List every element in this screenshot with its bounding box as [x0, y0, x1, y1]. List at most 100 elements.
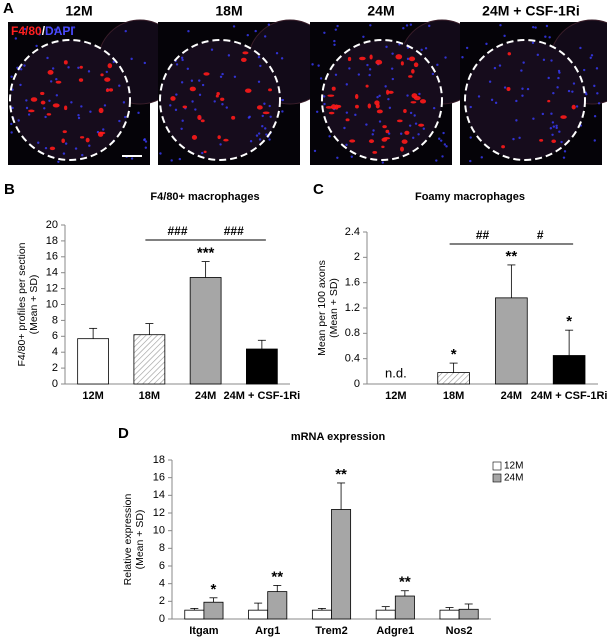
y-axis-label: F4/80+ profiles per section	[16, 242, 28, 366]
panel-label: A	[3, 0, 14, 17]
dapi-dot	[368, 68, 372, 71]
dapi-dot	[333, 43, 336, 46]
dapi-dot	[62, 152, 66, 155]
macrophage-dot	[30, 97, 38, 102]
x-tick-label: 18M	[443, 390, 464, 402]
dapi-dot	[264, 127, 267, 130]
dapi-dot	[521, 94, 524, 97]
bar	[246, 348, 278, 385]
stain-label: F4/80	[11, 24, 42, 38]
macrophage-dot	[64, 105, 68, 111]
dapi-dot	[435, 159, 438, 162]
dapi-dot	[175, 63, 179, 66]
dapi-dot	[399, 132, 403, 135]
macrophage-dot	[170, 96, 176, 101]
bar	[133, 334, 166, 385]
dapi-dot	[257, 55, 261, 59]
chart-title: F4/80+ macrophages	[150, 191, 259, 203]
dapi-dot	[268, 104, 271, 108]
bar	[375, 609, 396, 620]
y-tick-label: 12	[46, 283, 58, 295]
bar	[189, 277, 222, 385]
dapi-dot	[442, 131, 445, 135]
dapi-dot	[469, 159, 472, 163]
dapi-dot	[585, 92, 588, 96]
macrophage-dot	[382, 125, 387, 129]
significance-label: **	[335, 466, 347, 483]
dapi-dot	[105, 70, 108, 74]
dapi-dot	[562, 156, 566, 159]
dapi-dot	[263, 35, 267, 38]
y-tick-label: 4	[52, 346, 58, 358]
macrophage-dot	[396, 119, 403, 123]
micrograph	[8, 19, 183, 165]
dapi-dot	[48, 99, 51, 102]
dapi-dot	[180, 127, 183, 130]
dapi-dot	[178, 157, 182, 161]
x-tick-label: 12M	[385, 390, 406, 402]
macrophage-dot	[108, 88, 114, 92]
dapi-dot	[67, 66, 70, 69]
dapi-dot	[198, 79, 201, 82]
dapi-dot	[532, 117, 535, 120]
dapi-dot	[46, 56, 49, 60]
dapi-dot	[499, 24, 502, 27]
image-title: 18M	[215, 3, 242, 19]
dapi-dot	[345, 111, 349, 114]
macrophage-dot	[571, 104, 576, 110]
dapi-dot	[376, 95, 379, 99]
macrophage-dot	[327, 94, 335, 97]
dapi-dot	[431, 72, 435, 76]
dapi-dot	[414, 122, 418, 125]
dapi-dot	[409, 111, 413, 115]
y-axis-label: (Mean + SD)	[328, 278, 340, 338]
dapi-dot	[485, 42, 488, 46]
macrophage-dot	[336, 104, 342, 108]
dapi-dot	[53, 28, 57, 31]
y-tick-label: 20	[46, 219, 58, 231]
dapi-dot	[102, 128, 105, 131]
bar	[439, 609, 460, 620]
significance-label: **	[271, 568, 283, 585]
y-tick-label: 12	[153, 507, 165, 519]
dapi-dot	[143, 138, 146, 141]
macrophage-dot	[372, 150, 378, 154]
significance-label: *	[211, 581, 217, 598]
section-outline	[9, 39, 131, 161]
comparison-label: ##	[476, 228, 490, 242]
micrograph	[310, 19, 485, 165]
dapi-dot	[118, 119, 121, 123]
dapi-dot	[275, 52, 279, 55]
dapi-dot	[112, 60, 115, 64]
dapi-dot	[57, 160, 60, 164]
dapi-dot	[445, 145, 448, 148]
macrophage-dot	[367, 103, 372, 109]
macrophage-dot	[331, 86, 336, 91]
legend-label: 24M	[504, 473, 523, 484]
dapi-dot	[181, 119, 184, 122]
dapi-dot	[498, 64, 502, 67]
dapi-dot	[428, 24, 431, 28]
macrophage-dot	[217, 135, 221, 140]
bar	[248, 609, 269, 620]
dapi-dot	[387, 97, 390, 101]
x-tick-label: 24M	[501, 390, 522, 402]
dapi-dot	[384, 85, 387, 88]
dapi-dot	[263, 102, 266, 105]
macrophage-dot	[40, 91, 45, 96]
macrophage-dot	[97, 131, 104, 137]
dapi-dot	[169, 104, 172, 107]
dapi-dot	[515, 119, 518, 122]
dapi-dot	[317, 64, 320, 67]
dapi-dot	[469, 136, 472, 139]
macrophage-dot	[359, 56, 366, 61]
macrophage-dot	[28, 109, 35, 113]
y-tick-label: 4	[159, 578, 165, 590]
dapi-dot	[122, 101, 126, 104]
macrophage-dot	[400, 61, 404, 66]
dapi-dot	[246, 33, 249, 37]
y-tick-label: 6	[52, 330, 58, 342]
x-tick-label: 18M	[139, 390, 160, 402]
dapi-dot	[571, 90, 574, 93]
dapi-dot	[191, 100, 194, 103]
